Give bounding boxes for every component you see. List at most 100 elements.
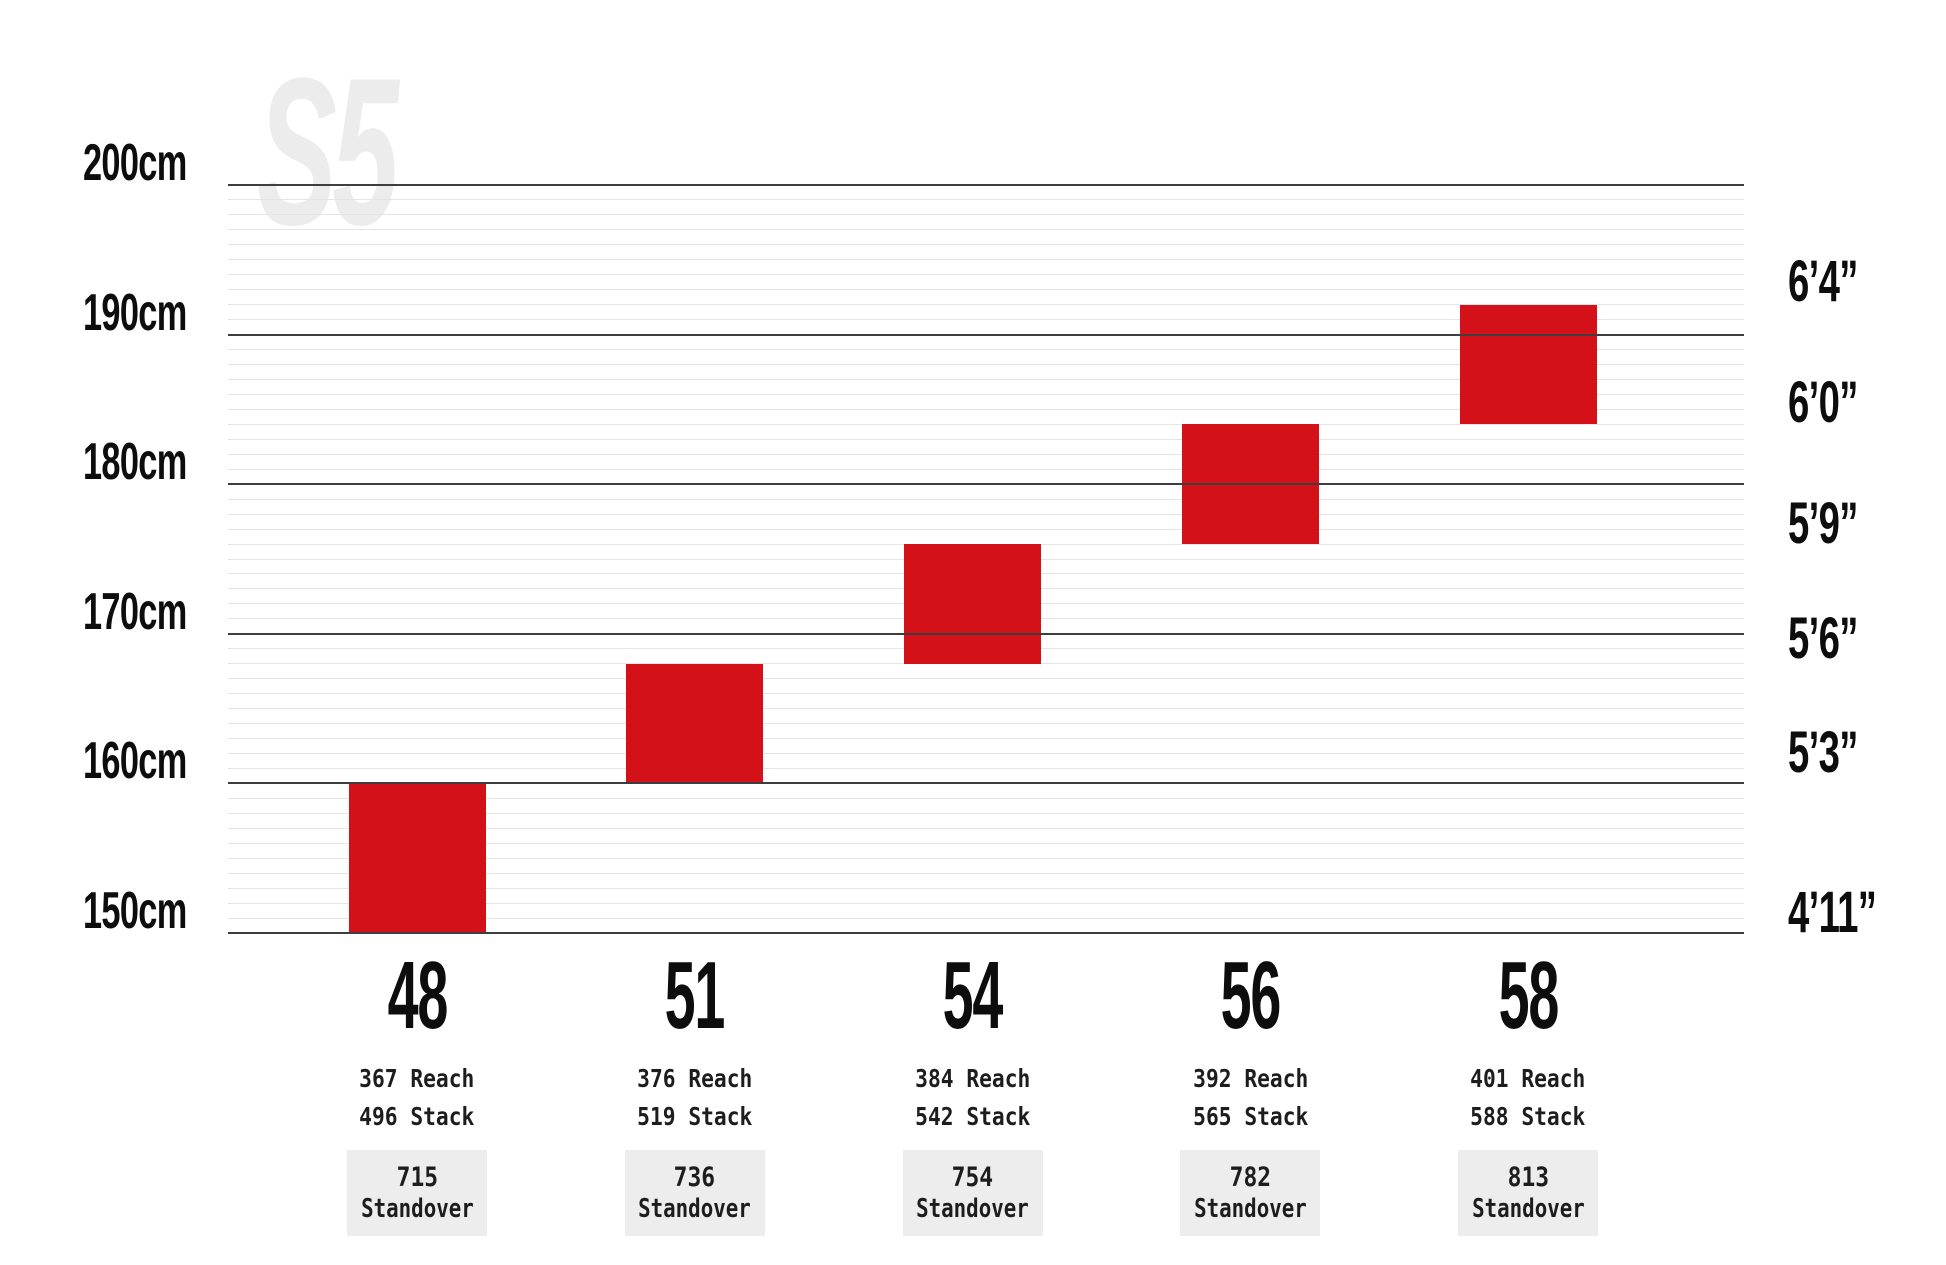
gridline-minor [228,274,1744,276]
stack-value: 542 [914,1102,954,1131]
gridline-minor [228,214,1744,216]
reach-unit-label: Reach [966,1064,1031,1093]
gridline-minor [228,438,1744,440]
gridline-minor [228,752,1744,754]
axis-label-imperial: 6’0” [1788,369,1858,435]
watermark-s5: S5 [257,34,399,269]
reach-value: 392 [1192,1064,1232,1093]
gridline-major [228,184,1744,186]
stack-value: 496 [359,1102,398,1131]
gridline-minor [228,528,1744,530]
stack-unit-label: Stack [1243,1102,1308,1131]
gridline-minor [228,349,1744,351]
size-column-58: 58 401 Reach 588 Stack 813 Standover [1388,0,1668,1265]
gridline-minor [228,738,1744,740]
axis-label-cm: 180cm [83,433,187,492]
stack-value: 565 [1192,1102,1232,1131]
standover-label: Standover [360,1194,474,1224]
gridline-major [228,782,1744,785]
gridline-minor [228,364,1744,366]
gridline-minor [228,199,1744,201]
axis-label-cm: 190cm [83,283,187,342]
gridline-minor [228,693,1744,695]
size-column-54: 54 384 Reach 542 Stack 754 Standover [833,0,1113,1265]
stack-value: 519 [637,1102,676,1131]
gridline-minor [228,902,1744,904]
stack-unit-label: Stack [410,1102,475,1131]
gridline-minor [228,393,1744,395]
stack-line: 542 Stack [833,1104,1113,1130]
reach-line: 376 Reach [555,1066,835,1092]
reach-unit-label: Reach [688,1064,753,1093]
gridline-minor [228,723,1744,725]
size-label-text: 51 [664,942,726,1049]
size-label-text: 54 [942,942,1004,1049]
reach-text: 367 Reach [359,1066,474,1092]
gridline-minor [228,678,1744,680]
standover-label: Standover [1471,1194,1585,1224]
reach-line: 384 Reach [833,1066,1113,1092]
standover-box: 782 Standover [1180,1150,1321,1236]
axis-label-cm: 200cm [83,134,187,192]
stack-unit-label: Stack [688,1102,753,1131]
stack-text: 588 Stack [1470,1104,1585,1130]
axis-label-cm: 150cm [83,882,187,940]
axis-label-cm: 170cm [83,582,187,641]
standover-value: 715 [396,1162,438,1193]
reach-line: 367 Reach [277,1066,557,1092]
stack-text: 565 Stack [1193,1104,1308,1130]
stack-value: 588 [1470,1102,1509,1131]
gridline-minor [228,259,1744,261]
size-label: 48 [277,948,557,1044]
reach-unit-label: Reach [410,1064,475,1093]
size-label-text: 48 [387,942,448,1049]
reach-line: 401 Reach [1388,1066,1668,1092]
axis-label-imperial: 5’9” [1788,491,1858,557]
gridline-minor [228,304,1744,306]
stack-line: 496 Stack [277,1104,557,1130]
gridline-minor [228,872,1744,874]
reach-value: 401 [1470,1064,1509,1093]
axis-label-imperial: 5’3” [1788,719,1858,785]
standover-value: 782 [1229,1162,1271,1193]
size-label-text: 58 [1498,942,1559,1049]
stack-line: 565 Stack [1110,1104,1390,1130]
reach-unit-label: Reach [1521,1064,1586,1093]
axis-label-imperial: 5’6” [1788,606,1858,672]
gridline-minor [228,857,1744,859]
reach-text: 376 Reach [637,1066,752,1092]
stack-unit-label: Stack [966,1102,1031,1131]
stack-unit-label: Stack [1521,1102,1586,1131]
stack-line: 519 Stack [555,1104,835,1130]
gridline-minor [228,513,1744,515]
height-range-bar-48 [348,783,486,933]
gridline-minor [228,812,1744,814]
size-label: 51 [555,948,835,1044]
reach-line: 392 Reach [1110,1066,1390,1092]
size-column-48: 48 367 Reach 496 Stack 715 Standover [277,0,557,1265]
axis-label-cm: 160cm [83,732,187,791]
gridline-minor [228,423,1744,425]
standover-value: 736 [674,1162,716,1193]
gridline-minor [228,887,1744,889]
reach-value: 384 [914,1064,954,1093]
gridline-major [228,632,1744,635]
height-range-bar-51 [626,663,764,784]
reach-text: 392 Reach [1193,1066,1308,1092]
reach-value: 376 [637,1064,676,1093]
gridline-minor [228,767,1744,769]
gridline-minor [228,827,1744,829]
stack-line: 588 Stack [1388,1104,1668,1130]
stack-text: 496 Stack [359,1104,474,1130]
gridline-minor [228,842,1744,844]
standover-value: 813 [1507,1162,1549,1193]
gridline-minor [228,453,1744,455]
standover-value: 754 [951,1162,994,1193]
gridline-major [228,483,1744,486]
standover-label: Standover [916,1194,1029,1224]
gridline-major [228,932,1744,934]
size-column-56: 56 392 Reach 565 Stack 782 Standover [1110,0,1390,1265]
gridline-minor [228,663,1744,665]
gridline-minor [228,319,1744,321]
